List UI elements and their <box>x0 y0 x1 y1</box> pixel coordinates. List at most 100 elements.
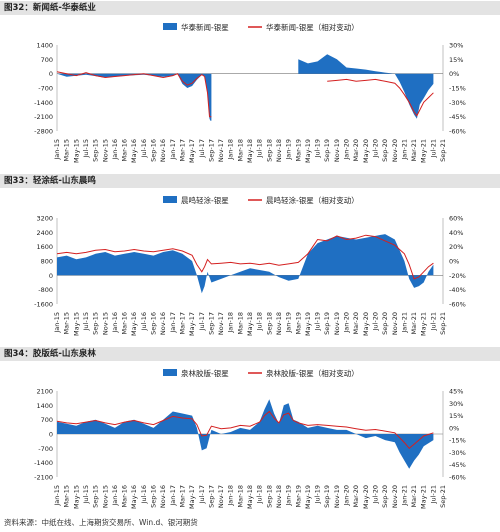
x-tick-label: Nov-20 <box>391 139 399 162</box>
x-tick-label: Jul-15 <box>82 139 90 158</box>
x-tick-label: Nov-15 <box>101 139 109 162</box>
x-tick-label: May-16 <box>130 312 138 336</box>
x-tick-label: Nov-19 <box>333 485 341 508</box>
x-tick-label: Mar-15 <box>63 312 71 334</box>
x-tick-label: Jan-15 <box>53 312 61 334</box>
chart-2: 晨鸣轻涂-银星 晨鸣轻涂-银星（相对变动） 3200 2400 1600 800 0 -800… <box>34 195 466 336</box>
source-footer: 资料来源：中纸在线、上海期货交易所、Win.d、银河期货 <box>4 518 198 527</box>
x-tick-label: Jul-16 <box>140 139 148 158</box>
x-tick-label: Jan-20 <box>343 312 351 334</box>
x-tick-label: Nov-18 <box>275 139 283 162</box>
x-tick-label: Nov-17 <box>217 139 225 162</box>
x-tick-label: Jan-21 <box>400 312 408 334</box>
x-tick-label: Nov-16 <box>159 139 167 162</box>
x-tick-label: Mar-18 <box>236 312 244 334</box>
x-tick-label: Sep-17 <box>207 485 215 508</box>
x-tick-label: Jul-20 <box>371 485 379 504</box>
x-tick-label: Mar-20 <box>352 312 360 334</box>
x-tick-label: Sep-16 <box>150 139 158 162</box>
x-tick-label: Jul-20 <box>371 312 379 331</box>
x-tick-label: Mar-20 <box>352 139 360 161</box>
y-left-tick-label: -1400 <box>34 99 53 107</box>
x-tick-label: Jan-16 <box>111 312 119 334</box>
y-left-tick-label: -700 <box>38 445 53 453</box>
y-left-tick-label: -2100 <box>34 474 53 482</box>
y-right-tick-label: -15% <box>449 437 466 445</box>
x-tick-label: Jul-19 <box>314 312 322 331</box>
x-tick-label: Mar-20 <box>352 485 360 507</box>
x-tick-label: Jul-21 <box>429 485 437 504</box>
x-tick-label: Jan-18 <box>227 139 235 161</box>
x-tick-label: Jul-21 <box>429 139 437 158</box>
chart-3-title: 图34：胶版纸-山东泉林 <box>0 347 500 361</box>
y-left-tick-label: 0 <box>49 70 53 78</box>
x-tick-label: Jan-15 <box>53 139 61 161</box>
x-tick-label: Jul-17 <box>198 139 206 158</box>
x-tick-label: Jan-15 <box>53 485 61 507</box>
y-right-tick-label: 15% <box>449 412 463 420</box>
x-tick-label: May-20 <box>362 139 370 163</box>
x-tick-label: Jan-19 <box>285 139 293 161</box>
x-tick-label: Sep-20 <box>381 485 389 508</box>
y-left-tick-label: -700 <box>38 85 53 93</box>
x-tick-label: Jul-16 <box>140 312 148 331</box>
x-tick-label: May-20 <box>362 312 370 336</box>
x-tick-label: Jan-18 <box>227 312 235 334</box>
x-tick-label: May-18 <box>246 312 254 336</box>
y-right-tick-label: -30% <box>449 449 466 457</box>
y-left-tick-label: -1400 <box>34 459 53 467</box>
y-left-tick-label: -1600 <box>34 301 53 309</box>
x-tick-label: Jul-21 <box>429 312 437 331</box>
x-tick-label: May-19 <box>304 312 312 336</box>
line-series-segment <box>56 71 212 118</box>
x-tick-label: Mar-17 <box>178 139 186 161</box>
y-left-tick-label: 800 <box>41 258 53 266</box>
y-right-tick-label: 20% <box>449 243 463 251</box>
x-tick-label: Jan-20 <box>343 139 351 161</box>
x-tick-label: May-20 <box>362 485 370 509</box>
x-tick-label: Jan-21 <box>400 139 408 161</box>
legend-area-label: 泉林胶版-银星 <box>181 368 229 378</box>
x-tick-label: Jan-16 <box>111 485 119 507</box>
legend-area-swatch <box>163 196 177 203</box>
y-right-tick-label: -40% <box>449 286 466 294</box>
x-tick-label: Nov-16 <box>159 312 167 335</box>
x-tick-label: Jul-19 <box>314 139 322 158</box>
y-left-tick-label: -2100 <box>34 113 53 121</box>
x-tick-label: Nov-18 <box>275 485 283 508</box>
line-series-segment <box>56 410 434 450</box>
x-tick-label: Nov-20 <box>391 485 399 508</box>
y-right-tick-label: 0% <box>449 424 459 432</box>
x-tick-label: Nov-15 <box>101 312 109 335</box>
y-right-tick-label: -45% <box>449 113 466 121</box>
legend-area-swatch <box>163 369 177 376</box>
x-tick-label: Mar-16 <box>121 485 129 507</box>
y-left-tick-label: -2800 <box>34 128 53 136</box>
y-right-tick-label: -45% <box>449 461 466 469</box>
x-tick-label: Mar-17 <box>178 485 186 507</box>
chart-1: 华泰新闻-银星 华泰新闻-银星（相对变动） 1400 700 0 -700 -1400 -21… <box>34 22 466 163</box>
x-tick-label: Mar-21 <box>410 485 418 507</box>
x-tick-label: Sep-21 <box>439 139 447 162</box>
x-tick-label: May-18 <box>246 139 254 163</box>
legend-line-label: 晨鸣轻涂-银星（相对变动） <box>266 195 359 205</box>
x-tick-label: Nov-15 <box>101 485 109 508</box>
x-tick-label: Jul-17 <box>198 485 206 504</box>
x-tick-label: Mar-15 <box>63 139 71 161</box>
x-tick-label: Sep-21 <box>439 312 447 335</box>
y-right-tick-label: -60% <box>449 128 466 136</box>
x-tick-label: Mar-18 <box>236 139 244 161</box>
x-tick-label: Jan-18 <box>227 485 235 507</box>
x-tick-label: Jul-15 <box>82 312 90 331</box>
x-tick-label: Mar-15 <box>63 485 71 507</box>
x-tick-label: May-17 <box>188 312 196 336</box>
x-tick-label: Jul-19 <box>314 485 322 504</box>
x-tick-label: Jul-18 <box>256 139 264 158</box>
x-tick-label: Mar-21 <box>410 139 418 161</box>
x-tick-label: May-15 <box>72 139 80 163</box>
legend-line-label: 华泰新闻-银星（相对变动） <box>266 22 359 32</box>
y-right-tick-label: -30% <box>449 99 466 107</box>
x-tick-label: Sep-17 <box>207 312 215 335</box>
legend-line-label: 泉林胶版-银星（相对变动） <box>266 368 359 378</box>
y-right-tick-label: -60% <box>449 474 466 482</box>
